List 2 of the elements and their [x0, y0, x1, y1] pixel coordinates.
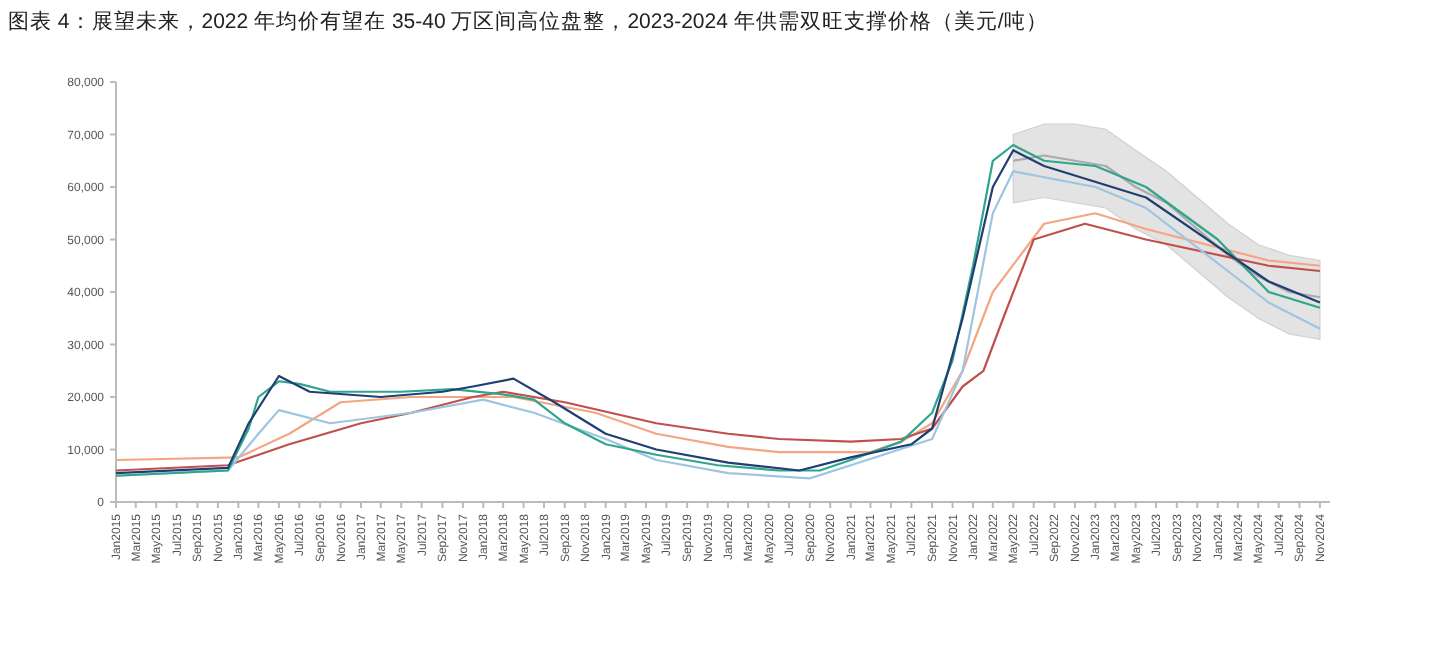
title: 图表 4：展望未来，2022 年均价有望在 35-40 万区间高位盘整，2023-2024 年供需双旺支撑价格（美元/吨） — [8, 10, 1048, 34]
line-series — [1012, 154, 1322, 299]
